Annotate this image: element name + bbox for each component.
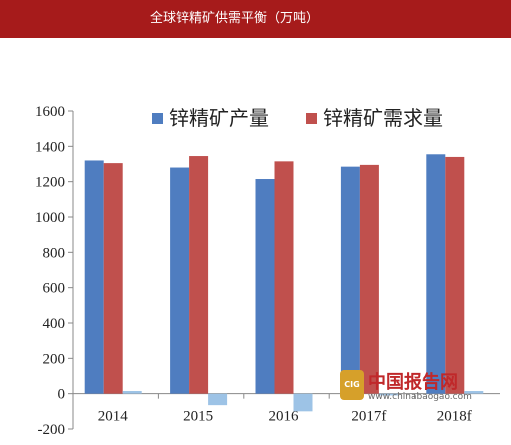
bar-series-0-2017f <box>340 166 360 394</box>
bar-series-2-2014 <box>122 391 142 394</box>
watermark-logo-icon: CIG <box>340 370 364 400</box>
bar-series-0-2014 <box>84 160 104 394</box>
y-tick-label: 1600 <box>35 104 65 120</box>
bar-series-0-2018f <box>426 154 446 394</box>
bars <box>84 154 484 412</box>
bar-series-0-2016 <box>255 179 275 394</box>
bar-series-0-2015 <box>170 167 190 394</box>
bar-series-2-2016 <box>293 393 313 412</box>
x-tick-label: 2016 <box>269 409 300 425</box>
y-tick-label: 0 <box>58 387 66 403</box>
bar-series-2-2015 <box>208 393 228 406</box>
x-tick-label: 2017f <box>351 409 386 425</box>
bar-series-2-2018f <box>464 391 484 394</box>
y-tick-label: 600 <box>43 281 66 297</box>
bar-series-2-2017f <box>378 393 398 396</box>
watermark: CIG 中国报告网 www.chinabaogao.com <box>340 370 505 410</box>
x-tick-label: 2018f <box>437 409 472 425</box>
y-tick-label: -200 <box>38 422 66 438</box>
bar-series-1-2014 <box>103 163 123 394</box>
x-tick-label: 2015 <box>183 409 213 425</box>
chart-title: 全球锌精矿供需平衡（万吨） <box>150 11 320 26</box>
y-tick-label: 800 <box>43 245 66 261</box>
y-tick-label: 400 <box>43 316 66 332</box>
y-tick-label: 1400 <box>35 139 65 155</box>
chart-title-bar: 全球锌精矿供需平衡（万吨） <box>0 0 511 38</box>
watermark-url: www.chinabaogao.com <box>368 392 472 402</box>
bar-series-1-2018f <box>445 156 465 394</box>
y-tick-label: 200 <box>43 351 66 367</box>
legend-label: 锌精矿需求量 <box>323 106 443 130</box>
x-tick-label: 2014 <box>98 409 129 425</box>
legend-label: 锌精矿产量 <box>169 106 269 130</box>
y-tick-label: 1200 <box>35 175 65 191</box>
watermark-name: 中国报告网 <box>368 372 458 393</box>
bar-series-1-2017f <box>359 164 379 394</box>
legend-swatch <box>152 113 163 124</box>
bar-series-1-2015 <box>189 156 209 394</box>
legend: 锌精矿产量 锌精矿需求量 <box>152 106 443 130</box>
y-tick-label: 1000 <box>35 210 65 226</box>
bar-series-1-2016 <box>274 161 294 394</box>
legend-swatch <box>306 113 317 124</box>
axes: -200 0 200 400 600 800 1000 1200 1400 1600 2014 201… <box>35 104 500 438</box>
